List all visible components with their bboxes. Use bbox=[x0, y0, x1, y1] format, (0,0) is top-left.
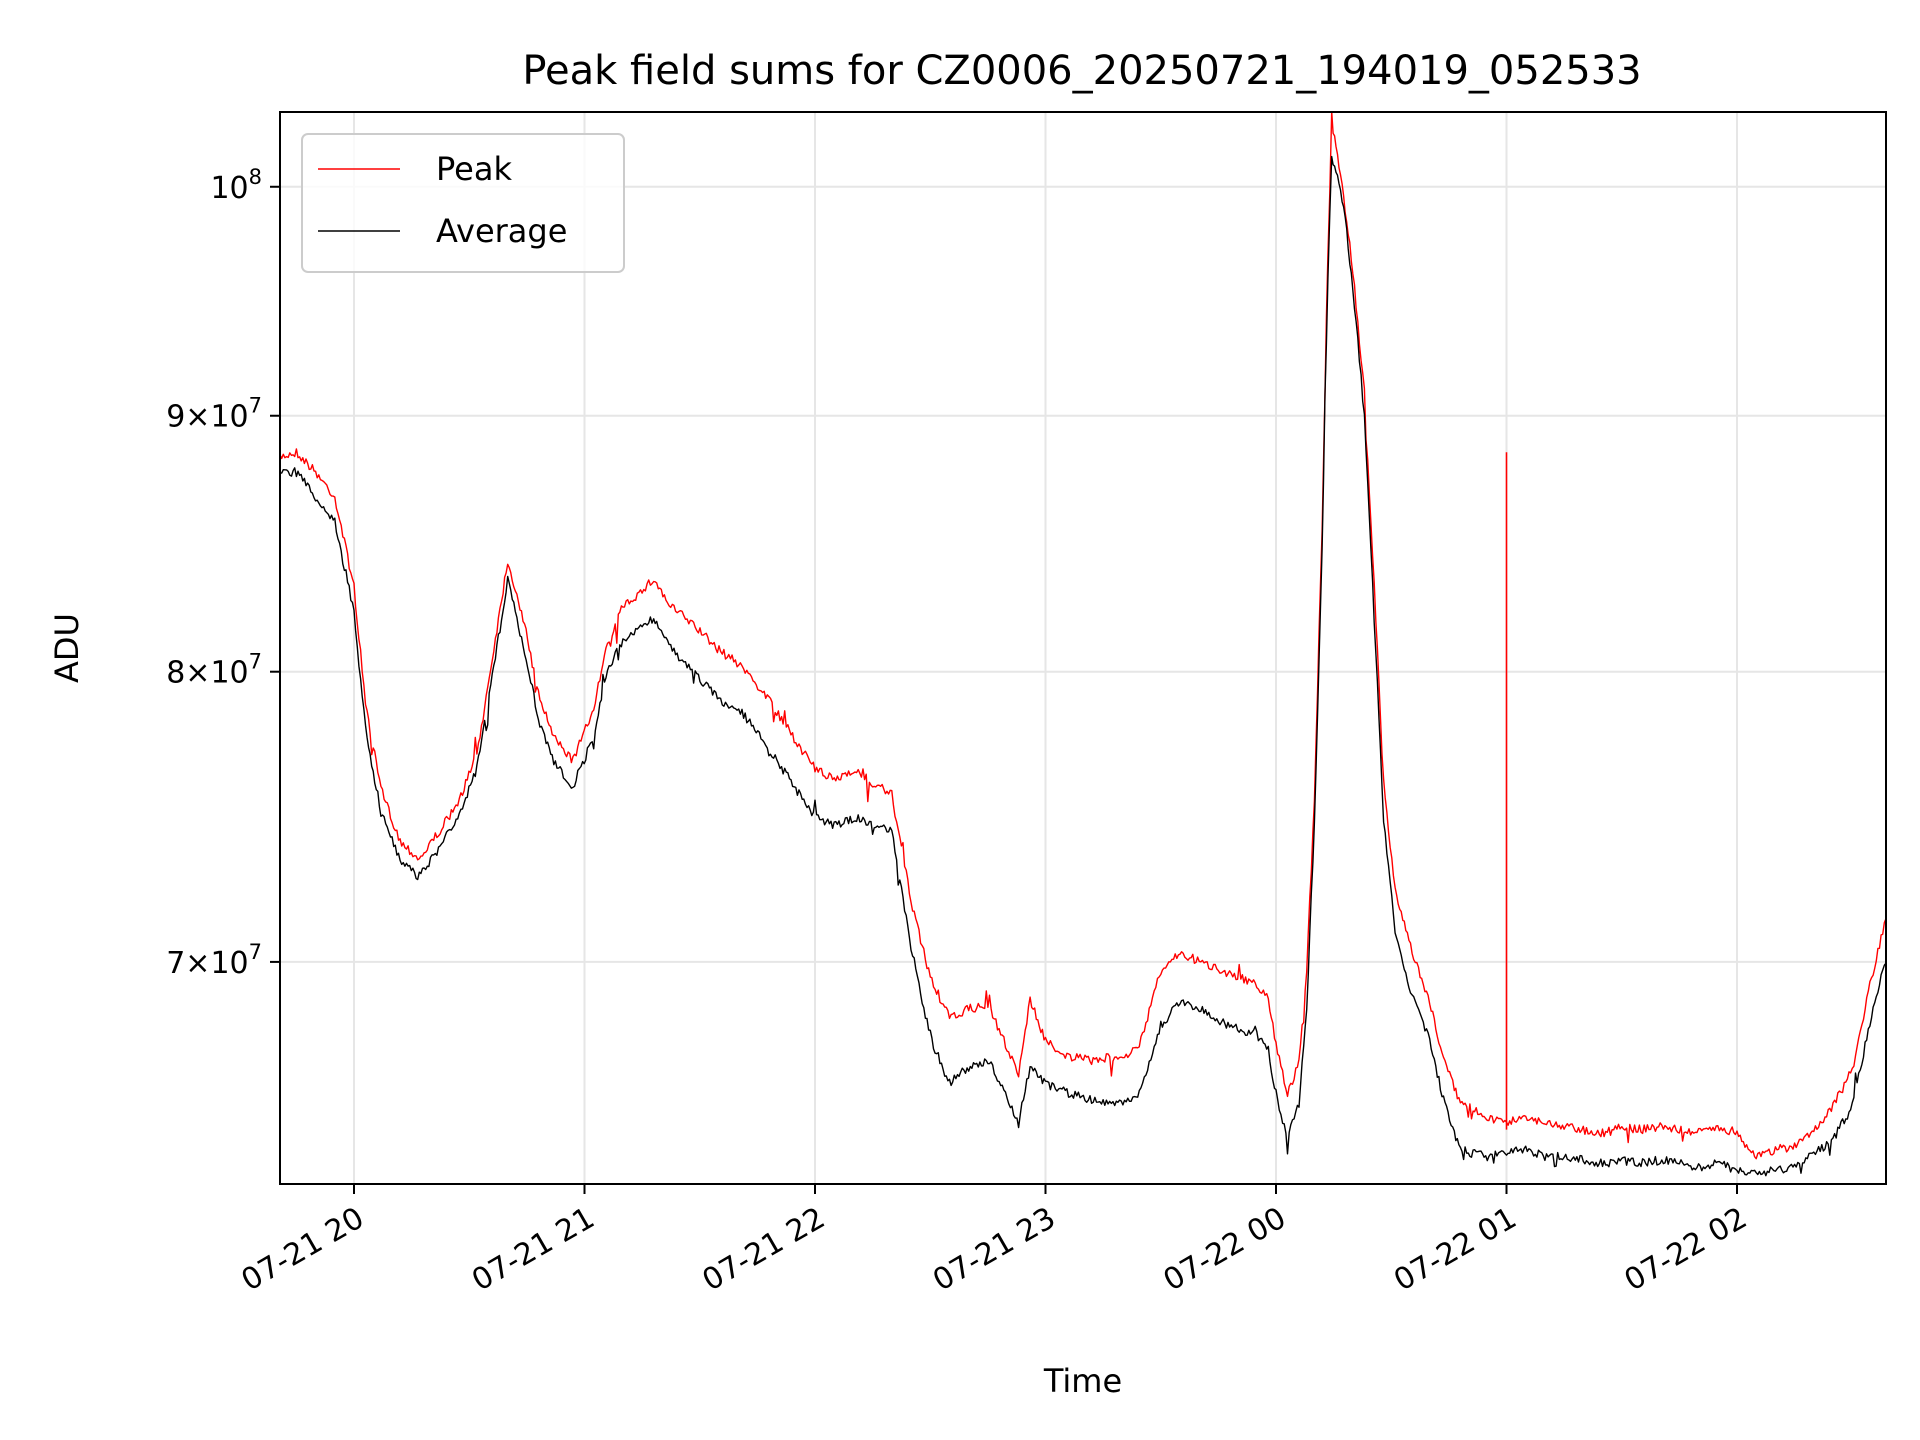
y-tick-label: 7×107 bbox=[166, 940, 262, 981]
series-layer bbox=[280, 112, 1886, 1177]
legend-label-peak: Peak bbox=[436, 150, 512, 188]
y-tick-mantissa: 8 bbox=[166, 656, 185, 691]
y-tick-base: 10 bbox=[210, 656, 248, 691]
y-tick-base: 10 bbox=[210, 946, 248, 981]
y-tick-times: × bbox=[185, 946, 210, 981]
legend: Peak Average bbox=[301, 133, 625, 273]
y-tick-exponent: 7 bbox=[249, 940, 262, 964]
y-tick-label: 8×107 bbox=[166, 650, 262, 691]
y-tick-base: 10 bbox=[210, 171, 248, 206]
y-tick-mantissa: 7 bbox=[166, 946, 185, 981]
plot-frame bbox=[279, 111, 1887, 1185]
y-tick-exponent: 8 bbox=[249, 165, 262, 189]
y-tick-label: 9×107 bbox=[166, 394, 262, 435]
y-axis-label: ADU bbox=[48, 613, 86, 683]
y-tick-base: 10 bbox=[210, 400, 248, 435]
x-axis-label: Time bbox=[1043, 1362, 1122, 1400]
y-tick-mantissa: 9 bbox=[166, 400, 185, 435]
y-tick-label: 108 bbox=[210, 165, 262, 206]
y-tick-exponent: 7 bbox=[249, 394, 262, 418]
y-tick-times: × bbox=[185, 656, 210, 691]
series-group bbox=[280, 112, 1886, 1177]
y-tick-times: × bbox=[185, 400, 210, 435]
y-tick-exponent: 7 bbox=[249, 650, 262, 674]
chart-title: Peak field sums for CZ0006_20250721_1940… bbox=[522, 48, 1641, 94]
series-line-average bbox=[280, 155, 1886, 1177]
series-line-peak bbox=[280, 112, 1886, 1160]
legend-label-average: Average bbox=[436, 212, 567, 250]
